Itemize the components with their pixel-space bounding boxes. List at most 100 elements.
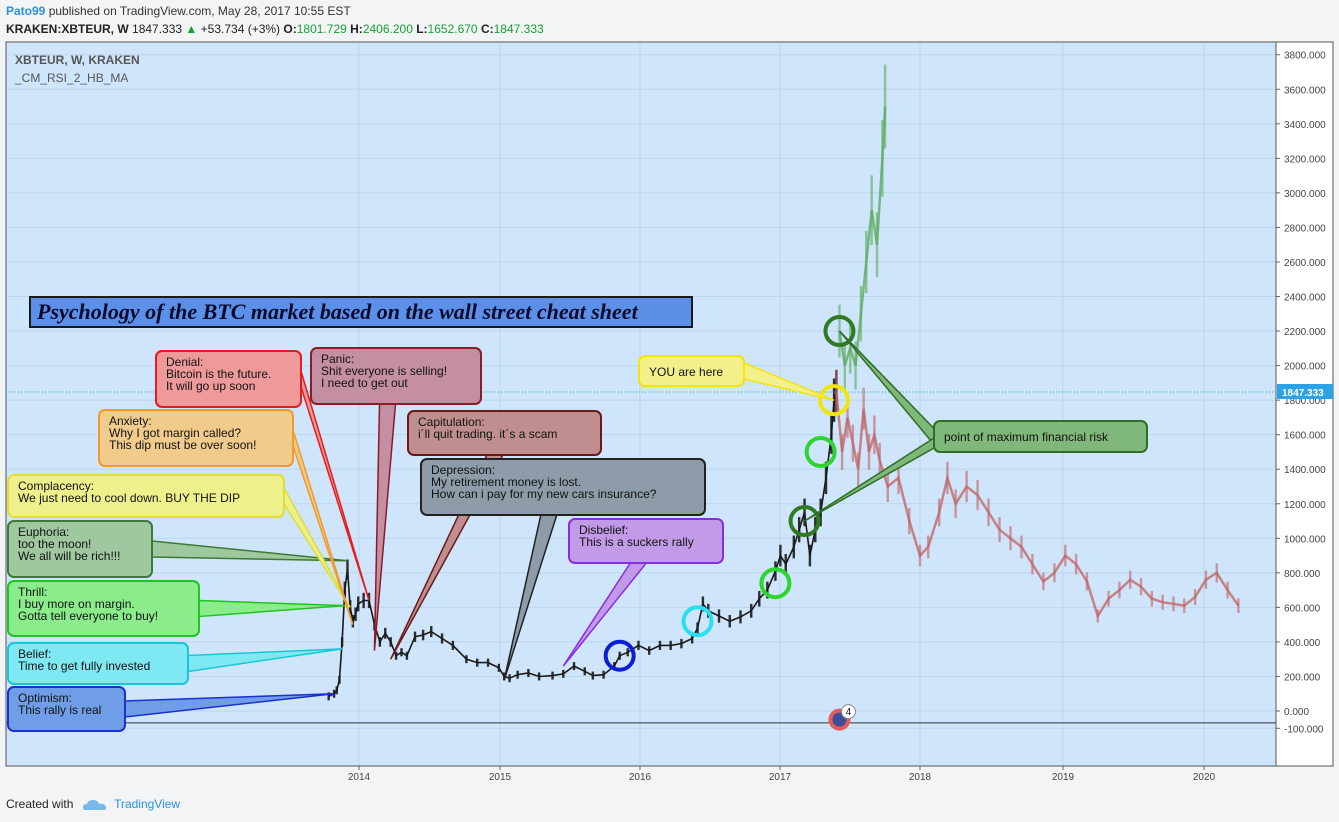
data-point (766, 581, 769, 599)
callout-optimism: Optimism:This rally is real (7, 686, 335, 732)
callout-text: How can i pay for my new cars insurance? (431, 487, 657, 501)
callout-box (155, 350, 302, 408)
data-point (1237, 598, 1240, 613)
y-tick-label: 2600.000 (1284, 258, 1326, 269)
data-point (400, 648, 403, 657)
data-point (965, 470, 968, 503)
data-point (465, 655, 468, 664)
data-point (394, 651, 398, 660)
series-3 (835, 369, 1240, 623)
data-point (758, 590, 761, 607)
data-point (937, 498, 941, 527)
data-point (613, 662, 616, 671)
chart-title: Psychology of the BTC market based on th… (29, 296, 693, 328)
callout-text: This rally is real (18, 703, 101, 717)
callout-text: Why I got margin called? (109, 426, 241, 440)
ohlc-last: 1847.333 (132, 22, 183, 36)
data-point (1096, 609, 1099, 623)
data-point (886, 470, 889, 503)
data-point (591, 671, 595, 680)
data-point (1009, 526, 1012, 551)
x-tick-label: 2019 (1052, 772, 1075, 783)
data-point (362, 592, 365, 609)
up-arrow-icon: ▲ (185, 22, 198, 36)
x-tick-label: 2020 (1193, 772, 1216, 783)
data-point (572, 662, 576, 671)
callout-belief: Belief:Time to get fully invested (7, 642, 343, 685)
callout-thrill: Thrill:I buy more on margin.Gotta tell e… (7, 580, 345, 637)
callout-box (638, 355, 745, 387)
data-point (476, 658, 479, 667)
cycle-marker-circle (759, 567, 792, 600)
data-point (658, 640, 662, 650)
callout-text: My retirement money is lost. (431, 475, 581, 489)
callout-box (7, 474, 285, 518)
y-tick-label: 1000.000 (1284, 534, 1326, 545)
callout-complacency: Complacency:We just need to cool down. B… (7, 474, 351, 608)
data-point (750, 603, 753, 618)
data-point (717, 609, 721, 623)
data-point (527, 669, 530, 678)
data-point (946, 461, 949, 495)
data-point (690, 633, 694, 644)
data-point (508, 674, 511, 683)
callout-box (420, 458, 706, 516)
y-tick-label: 600.000 (1284, 603, 1321, 614)
callout-text: We just need to cool down. BUY THE DIP (18, 491, 240, 505)
data-point (1074, 554, 1078, 575)
panel-indicator[interactable]: _CM_RSI_2_HB_MA (15, 71, 129, 85)
data-point (378, 637, 382, 647)
publish-header: Pato99 published on TradingView.com, May… (6, 3, 351, 20)
data-point (335, 686, 338, 695)
ohlc-c-label: C: (480, 22, 494, 36)
y-tick-label: 1600.000 (1284, 431, 1326, 442)
cycle-marker-circle (818, 384, 851, 417)
callout-text: We all will be rich!!! (18, 549, 120, 563)
data-point (537, 672, 541, 681)
data-point (413, 631, 417, 642)
callout-max-risk: point of maximum financial risk (804, 330, 1148, 522)
data-point (1172, 596, 1175, 612)
cycle-marker-circle (788, 505, 821, 538)
data-point (701, 596, 705, 612)
ohlc-o-label: O: (283, 22, 297, 36)
y-tick-label: -100.000 (1284, 724, 1324, 735)
data-point (440, 633, 444, 644)
data-point (389, 637, 392, 647)
data-point (846, 397, 849, 438)
y-tick-label: 1800.000 (1284, 396, 1326, 407)
data-point (897, 461, 900, 495)
last-price-label: 1847.333 (1282, 388, 1324, 399)
callout-text: It will go up soon (166, 379, 255, 393)
data-point (354, 607, 357, 622)
author-link[interactable]: Pato99 (6, 4, 46, 18)
y-tick-label: 2000.000 (1284, 362, 1326, 373)
x-tick-label: 2017 (769, 772, 792, 783)
data-point (875, 212, 879, 278)
ohlc-h-label: H: (350, 22, 363, 36)
data-point (779, 544, 782, 567)
data-point (669, 640, 672, 650)
data-point (976, 480, 979, 511)
y-tick-label: 3200.000 (1284, 154, 1326, 165)
data-point (1031, 554, 1034, 575)
data-point (998, 517, 1001, 543)
event-badge-count: 4 (846, 707, 852, 718)
footer-brand[interactable]: TradingView (114, 797, 181, 811)
x-tick-label: 2018 (909, 772, 932, 783)
data-point (384, 627, 387, 639)
data-point (1053, 563, 1056, 583)
data-point (862, 387, 865, 430)
data-point (562, 669, 565, 678)
callout-box (7, 580, 200, 637)
callout-text: I need to get out (321, 376, 408, 390)
data-point (881, 119, 884, 197)
callout-text: Bitcoin is the future. (166, 367, 271, 381)
data-point (840, 433, 844, 470)
data-point (987, 498, 990, 527)
event-badge (840, 704, 856, 720)
data-point (824, 461, 828, 495)
x-tick-label: 2016 (629, 772, 652, 783)
ohlc-bar: KRAKEN:XBTEUR, W 1847.333 ▲ +53.734 (+3%… (6, 21, 544, 38)
